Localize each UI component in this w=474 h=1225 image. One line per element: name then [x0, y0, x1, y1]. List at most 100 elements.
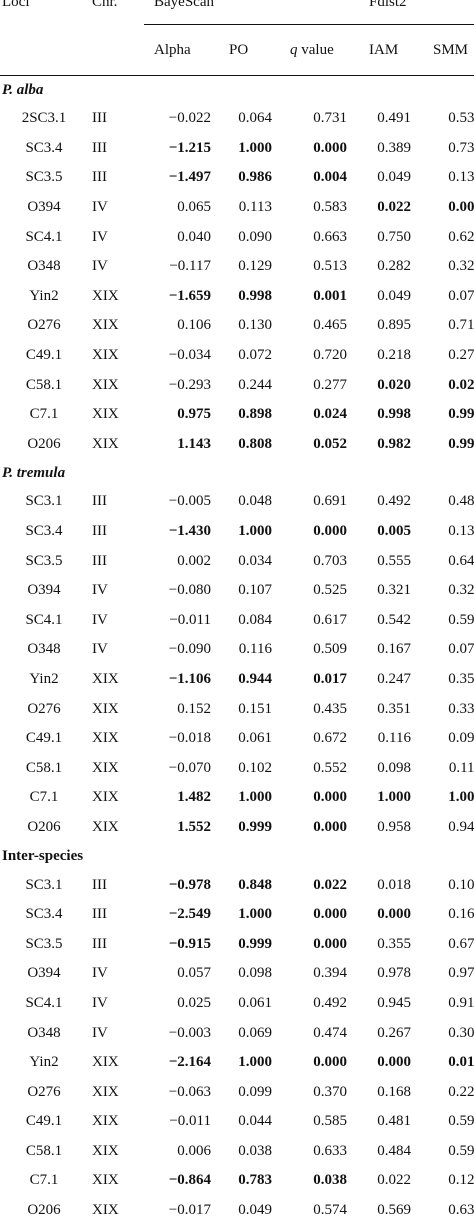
cell-q: 0.509	[282, 635, 359, 665]
cell-chr: IV	[88, 193, 144, 223]
cell-iam: 0.542	[359, 606, 423, 636]
cell-q: 0.001	[282, 282, 359, 312]
cell-loci: C58.1	[0, 753, 88, 783]
cell-chr: XIX	[88, 1137, 144, 1167]
cell-q: 0.663	[282, 222, 359, 252]
cell-po: 0.098	[219, 959, 282, 989]
cell-smm: 1.000	[423, 783, 474, 813]
cell-q: 0.513	[282, 252, 359, 282]
cell-chr: III	[88, 546, 144, 576]
cell-iam: 0.247	[359, 665, 423, 695]
cell-alpha: −0.011	[144, 1107, 219, 1137]
cell-alpha: −0.293	[144, 370, 219, 400]
cell-loci: O206	[0, 430, 88, 460]
cell-po: 0.116	[219, 635, 282, 665]
cell-iam: 0.218	[359, 341, 423, 371]
cell-q: 0.017	[282, 665, 359, 695]
cell-q: 0.000	[282, 813, 359, 843]
cell-q: 0.004	[282, 163, 359, 193]
cell-po: 0.898	[219, 400, 282, 430]
cell-smm: 0.999	[423, 430, 474, 460]
cell-alpha: −0.864	[144, 1166, 219, 1196]
cell-q: 0.465	[282, 311, 359, 341]
cell-loci: O276	[0, 1077, 88, 1107]
cell-smm: 0.338	[423, 694, 474, 724]
cell-smm: 0.305	[423, 1018, 474, 1048]
cell-po: 0.783	[219, 1166, 282, 1196]
cell-chr: XIX	[88, 813, 144, 843]
cell-smm: 0.997	[423, 400, 474, 430]
cell-iam: 0.168	[359, 1077, 423, 1107]
cell-loci: C7.1	[0, 1166, 88, 1196]
cell-alpha: 0.106	[144, 311, 219, 341]
cell-alpha: −0.070	[144, 753, 219, 783]
cell-smm: 0.592	[423, 1107, 474, 1137]
cell-chr: XIX	[88, 1048, 144, 1078]
cell-po: 0.130	[219, 311, 282, 341]
cell-po: 0.034	[219, 546, 282, 576]
cell-chr: III	[88, 900, 144, 930]
cell-iam: 0.282	[359, 252, 423, 282]
cell-alpha: 0.006	[144, 1137, 219, 1167]
cell-po: 0.064	[219, 104, 282, 134]
cell-loci: SC3.5	[0, 546, 88, 576]
cell-loci: SC3.1	[0, 870, 88, 900]
header-spacer-chr	[88, 25, 144, 76]
cell-po: 0.107	[219, 576, 282, 606]
cell-q: 0.691	[282, 487, 359, 517]
cell-chr: XIX	[88, 753, 144, 783]
cell-iam: 0.049	[359, 282, 423, 312]
cell-smm: 0.942	[423, 813, 474, 843]
cell-iam: 0.484	[359, 1137, 423, 1167]
cell-po: 1.000	[219, 517, 282, 547]
cell-loci: O394	[0, 193, 88, 223]
cell-po: 0.151	[219, 694, 282, 724]
cell-alpha: 1.552	[144, 813, 219, 843]
cell-po: 0.102	[219, 753, 282, 783]
cell-chr: IV	[88, 576, 144, 606]
cell-smm: 0.014	[423, 1048, 474, 1078]
cell-po: 1.000	[219, 900, 282, 930]
cell-q: 0.585	[282, 1107, 359, 1137]
cell-chr: IV	[88, 989, 144, 1019]
cell-alpha: −0.090	[144, 635, 219, 665]
cell-q: 0.672	[282, 724, 359, 754]
cell-alpha: −0.005	[144, 487, 219, 517]
cell-loci: SC3.4	[0, 134, 88, 164]
cell-alpha: −2.549	[144, 900, 219, 930]
cell-loci: O348	[0, 252, 88, 282]
cell-smm: 0.485	[423, 487, 474, 517]
cell-loci: 2SC3.1	[0, 104, 88, 134]
cell-iam: 0.098	[359, 753, 423, 783]
cell-iam: 0.000	[359, 900, 423, 930]
cell-alpha: −1.430	[144, 517, 219, 547]
cell-iam: 0.167	[359, 635, 423, 665]
cell-smm: 0.139	[423, 517, 474, 547]
cell-smm: 0.643	[423, 546, 474, 576]
cell-q: 0.552	[282, 753, 359, 783]
cell-iam: 0.116	[359, 724, 423, 754]
cell-chr: III	[88, 104, 144, 134]
cell-alpha: −1.659	[144, 282, 219, 312]
cell-alpha: −0.017	[144, 1196, 219, 1225]
section-title: P. tremula	[0, 459, 474, 487]
cell-po: 0.848	[219, 870, 282, 900]
cell-alpha: −0.978	[144, 870, 219, 900]
cell-po: 0.049	[219, 1196, 282, 1225]
cell-smm: 0.979	[423, 959, 474, 989]
header-q-label: value	[298, 42, 334, 58]
cell-iam: 0.049	[359, 163, 423, 193]
cell-chr: XIX	[88, 694, 144, 724]
cell-smm: 0.073	[423, 635, 474, 665]
cell-chr: XIX	[88, 311, 144, 341]
